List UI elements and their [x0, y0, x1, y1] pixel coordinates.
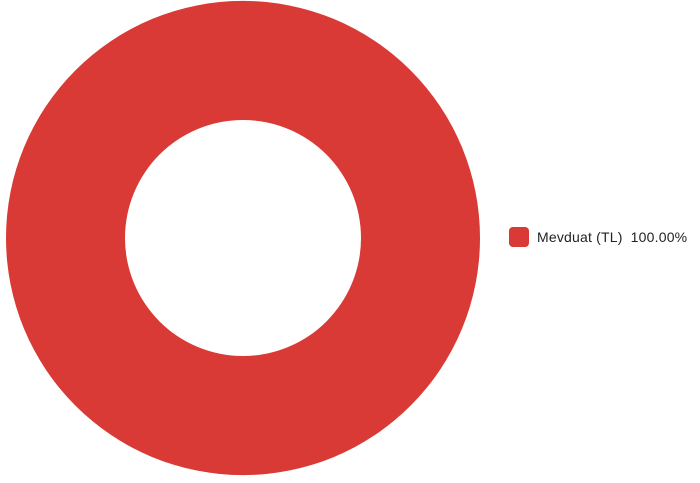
legend-label: Mevduat (TL): [537, 229, 623, 245]
chart-legend: Mevduat (TL) 100.00%: [509, 227, 687, 247]
legend-swatch: [509, 227, 529, 247]
donut-slice[interactable]: [5, 0, 481, 476]
legend-value: 100.00%: [630, 229, 688, 245]
